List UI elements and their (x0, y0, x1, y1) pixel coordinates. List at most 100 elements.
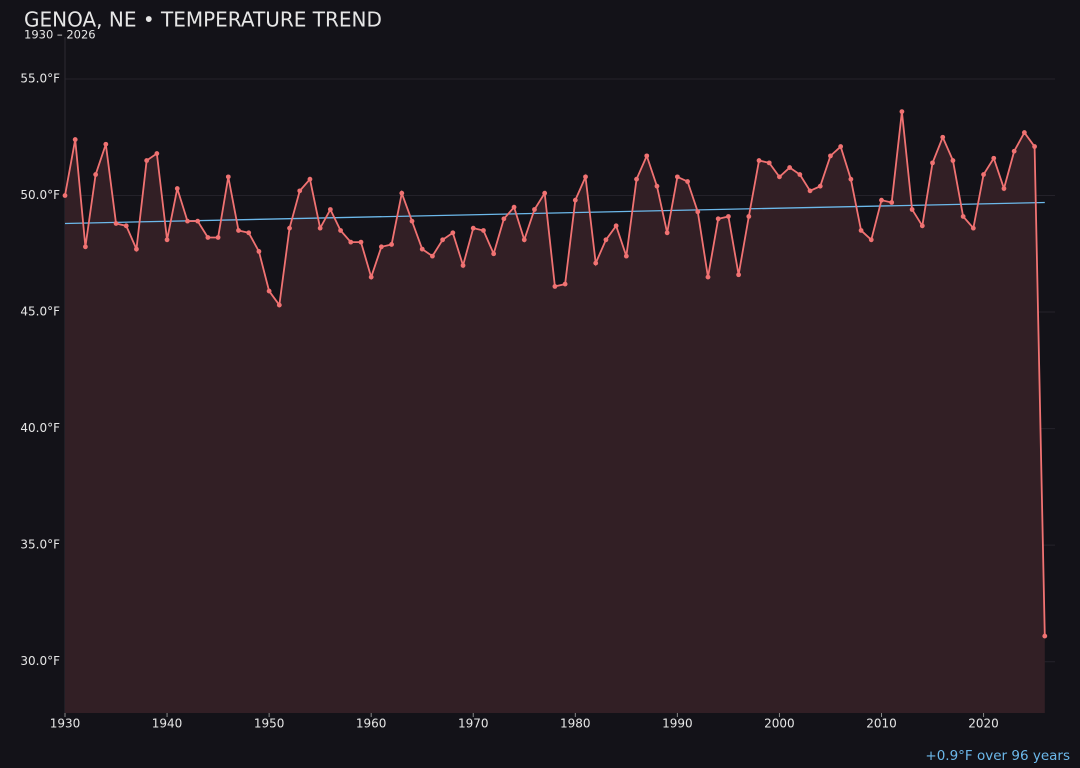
point (562, 281, 568, 287)
point (399, 190, 405, 196)
area (65, 111, 1045, 714)
point (981, 172, 986, 177)
point (1021, 130, 1027, 135)
chart-subtitle: 1930 – 2026 (24, 28, 96, 42)
point (828, 153, 833, 159)
x-tick-label: 1960 (356, 717, 387, 731)
point (317, 225, 323, 231)
point (583, 174, 588, 180)
point (858, 228, 864, 233)
point (215, 235, 221, 240)
chart-title: GENOA, NE • TEMPERATURE TREND (24, 8, 382, 32)
point (307, 176, 313, 182)
point (603, 237, 609, 243)
point (481, 228, 486, 233)
point (593, 260, 599, 266)
point (746, 214, 752, 219)
point (256, 249, 262, 254)
point (1011, 148, 1017, 154)
point (327, 207, 333, 212)
point (715, 216, 721, 222)
point (674, 174, 680, 180)
point (838, 144, 844, 149)
point (685, 179, 690, 184)
point (623, 253, 629, 259)
point (766, 160, 772, 166)
point (991, 155, 997, 161)
x-tick-label: 2020 (968, 717, 999, 731)
x-tick-label: 2010 (866, 717, 897, 731)
point (491, 251, 497, 257)
point (848, 176, 854, 182)
point (899, 109, 905, 114)
point (378, 244, 384, 250)
point (889, 200, 895, 205)
point (450, 230, 456, 236)
point (787, 165, 793, 170)
point (297, 188, 303, 194)
point (460, 263, 466, 268)
point (868, 237, 874, 243)
point (358, 239, 364, 245)
point (83, 244, 88, 250)
point (276, 302, 282, 308)
point (664, 230, 670, 236)
point (368, 274, 374, 280)
point (654, 183, 660, 189)
point (532, 207, 537, 212)
x-tick-label: 1950 (254, 717, 285, 731)
point (409, 218, 415, 224)
point (950, 158, 956, 163)
point (1042, 633, 1048, 639)
point (736, 272, 742, 278)
point (756, 158, 762, 163)
point (501, 216, 507, 222)
point (970, 225, 976, 231)
point (613, 223, 619, 229)
point (419, 246, 425, 252)
y-tick-label: 50.0°F (20, 188, 60, 202)
y-tick-label: 30.0°F (20, 654, 60, 668)
point (440, 237, 446, 243)
point (72, 137, 78, 142)
point (817, 183, 823, 189)
point (62, 193, 68, 198)
point (185, 218, 190, 224)
point (695, 209, 701, 215)
x-tick-label: 1980 (560, 717, 591, 731)
point (287, 225, 292, 231)
trend-line (64, 201, 1045, 225)
point (552, 284, 558, 289)
point (572, 197, 578, 203)
point (1032, 144, 1037, 149)
point (930, 160, 935, 166)
point (348, 239, 354, 245)
point (430, 253, 435, 259)
point (103, 141, 109, 147)
point (807, 188, 813, 194)
x-tick-label: 1940 (152, 717, 183, 731)
point (164, 237, 170, 243)
point (705, 274, 711, 280)
point (154, 151, 160, 156)
point (1001, 186, 1007, 191)
point (134, 246, 139, 252)
point (542, 190, 548, 196)
x-tick-label: 1990 (662, 717, 693, 731)
point (777, 174, 782, 180)
point (470, 225, 476, 231)
point (960, 214, 966, 219)
point (940, 134, 946, 140)
x-tick-label: 1930 (50, 717, 81, 731)
point (521, 237, 527, 243)
point (879, 197, 884, 203)
point (644, 153, 650, 159)
trend-annotation: +0.9°F over 96 years (925, 748, 1070, 764)
x-tick-label: 1970 (458, 717, 489, 731)
y-tick-label: 35.0°F (20, 538, 60, 552)
point (909, 207, 915, 212)
point (225, 174, 231, 180)
point (726, 214, 731, 219)
point (174, 186, 180, 191)
